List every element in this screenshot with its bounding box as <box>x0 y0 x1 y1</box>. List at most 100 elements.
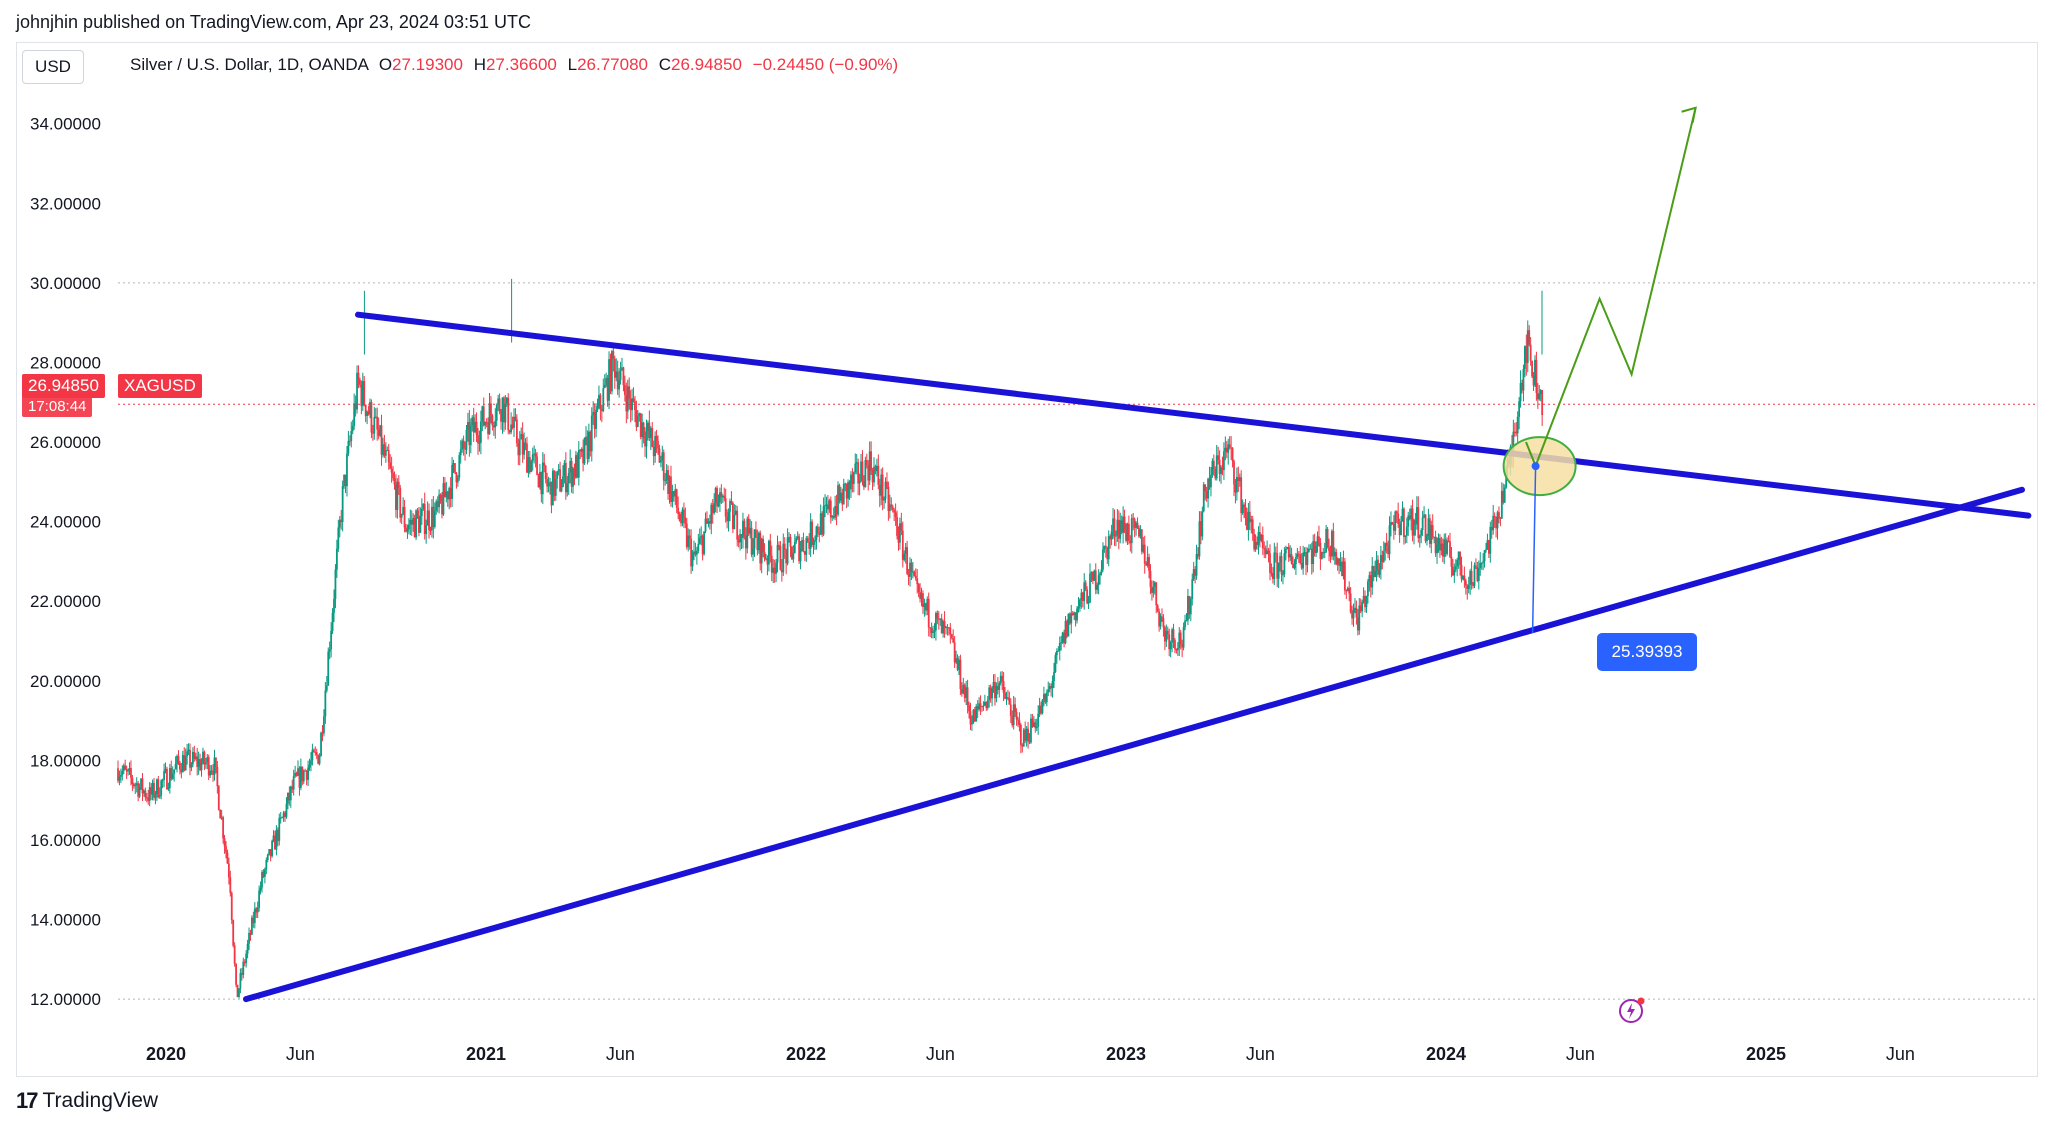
candle-body <box>291 786 294 790</box>
candle-body <box>999 675 1002 683</box>
candle-body <box>275 829 278 850</box>
candle-body <box>1230 447 1233 449</box>
candle-body <box>302 770 305 782</box>
candle-body <box>1152 586 1155 593</box>
open-value: 27.19300 <box>392 55 463 74</box>
candle-body <box>1538 394 1541 400</box>
candle-body <box>1339 561 1342 566</box>
candle-body <box>1045 692 1048 703</box>
candle-body <box>635 410 638 427</box>
candle-body <box>1040 705 1042 714</box>
candle-body <box>1410 508 1413 520</box>
candle-body <box>894 512 897 517</box>
candle-body <box>189 749 191 768</box>
candle-body <box>762 538 765 552</box>
candle-body <box>147 797 150 802</box>
candle-body <box>179 762 181 770</box>
candle-body <box>389 462 392 469</box>
footer-brand[interactable]: 17 TradingView <box>16 1088 158 1114</box>
candle-body <box>435 501 438 511</box>
candle-body <box>916 578 919 585</box>
candle-body <box>562 476 564 488</box>
price-point-badge[interactable]: 25.39393 <box>1597 633 1697 671</box>
candle-body <box>1441 543 1444 557</box>
candle-body <box>1241 504 1244 514</box>
candle-body <box>775 562 777 574</box>
candle-body <box>1257 532 1260 545</box>
candle-body <box>183 755 186 771</box>
candle-body <box>622 367 625 386</box>
currency-button[interactable]: USD <box>22 50 84 84</box>
candle-body <box>1346 588 1349 592</box>
candle-body <box>1431 525 1434 538</box>
candle-body <box>1099 573 1101 576</box>
candle-body <box>520 434 523 440</box>
candle-body <box>1125 530 1127 541</box>
candle-body <box>1451 566 1454 576</box>
candle-body <box>164 768 167 772</box>
candle-body <box>448 488 451 500</box>
candle-body <box>1102 549 1104 570</box>
candle-body <box>204 762 207 765</box>
candle-body <box>1490 526 1493 531</box>
candle-body <box>376 416 379 430</box>
candle-body <box>1136 522 1139 529</box>
candle-body <box>359 379 361 385</box>
candle-body <box>707 521 710 524</box>
candle-body <box>1499 517 1502 519</box>
candle-body <box>1087 602 1090 604</box>
candle-body <box>1009 704 1012 716</box>
candle-body <box>1008 697 1011 705</box>
candle-body <box>155 779 158 795</box>
candle-body <box>1475 565 1477 568</box>
candle-body <box>383 444 386 456</box>
candle-body <box>890 504 893 507</box>
candle-body <box>1081 592 1084 601</box>
candle-body <box>973 709 976 722</box>
candle-body <box>880 474 883 496</box>
candle-body <box>1076 608 1078 621</box>
candle-body <box>150 787 153 795</box>
candle-body <box>333 598 335 613</box>
candle-body <box>1191 579 1194 599</box>
candle-body <box>1398 523 1401 536</box>
candle-body <box>1411 508 1414 536</box>
candle-body <box>132 783 135 787</box>
candle-body <box>1035 726 1038 729</box>
candle-body <box>491 415 494 426</box>
y-tick-label: 18.00000 <box>30 751 101 770</box>
candle-body <box>1138 528 1140 537</box>
candle-body <box>122 765 125 772</box>
candle-body <box>321 732 324 734</box>
candle-body <box>1201 511 1204 537</box>
candle-body <box>933 630 936 632</box>
candle-body <box>1355 607 1358 618</box>
candle-body <box>330 630 333 650</box>
candle-body <box>960 689 963 694</box>
candle-body <box>789 536 792 547</box>
candle-body <box>1214 469 1217 479</box>
candle-body <box>1534 359 1536 386</box>
high-label: H <box>473 55 486 74</box>
candle-body <box>1284 548 1287 554</box>
candle-body <box>877 465 880 485</box>
candle-body <box>419 516 422 533</box>
candle-body <box>346 453 348 487</box>
candle-body <box>1071 613 1074 615</box>
candle-body <box>1395 511 1398 514</box>
candle-body <box>1413 519 1415 536</box>
candle-body <box>121 771 124 776</box>
candle-body <box>190 764 193 768</box>
candle-body <box>759 532 762 564</box>
candle-body <box>361 381 364 406</box>
lightning-icon[interactable] <box>1617 995 1647 1025</box>
candle-body <box>989 687 992 699</box>
candle-body <box>350 431 353 441</box>
candle-body <box>1500 490 1503 519</box>
candle-body <box>1404 535 1407 537</box>
candle-body <box>446 491 449 500</box>
candle-body <box>952 638 955 643</box>
candle-body <box>1525 346 1528 363</box>
symbol-description[interactable]: Silver / U.S. Dollar, 1D, OANDA <box>130 55 369 74</box>
